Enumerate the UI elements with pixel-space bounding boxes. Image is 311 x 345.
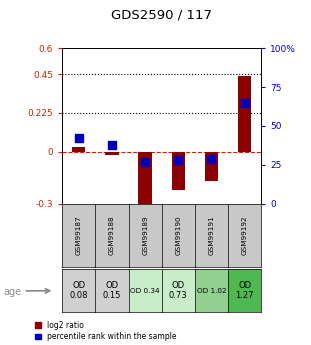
Text: GSM99187: GSM99187 bbox=[76, 216, 82, 255]
Text: GSM99189: GSM99189 bbox=[142, 216, 148, 255]
Text: OD
0.15: OD 0.15 bbox=[103, 281, 121, 300]
Point bbox=[76, 136, 81, 141]
Text: GSM99191: GSM99191 bbox=[208, 216, 215, 255]
Point bbox=[242, 100, 247, 106]
Point bbox=[209, 156, 214, 161]
Legend: log2 ratio, percentile rank within the sample: log2 ratio, percentile rank within the s… bbox=[35, 321, 177, 341]
Text: OD 0.34: OD 0.34 bbox=[130, 288, 160, 294]
Text: GSM99188: GSM99188 bbox=[109, 216, 115, 255]
Text: GDS2590 / 117: GDS2590 / 117 bbox=[111, 9, 212, 22]
Bar bbox=[205, 152, 218, 181]
Text: OD
0.73: OD 0.73 bbox=[169, 281, 188, 300]
Bar bbox=[105, 152, 118, 155]
Point bbox=[143, 159, 148, 165]
Text: age: age bbox=[3, 287, 21, 296]
Point bbox=[176, 157, 181, 163]
Point bbox=[109, 142, 114, 147]
Bar bbox=[172, 152, 185, 190]
Text: OD 1.02: OD 1.02 bbox=[197, 288, 226, 294]
Text: OD
1.27: OD 1.27 bbox=[235, 281, 254, 300]
Bar bbox=[238, 76, 251, 152]
Bar bbox=[138, 152, 152, 207]
Bar bbox=[72, 147, 86, 152]
Text: GSM99190: GSM99190 bbox=[175, 216, 181, 255]
Text: OD
0.08: OD 0.08 bbox=[70, 281, 88, 300]
Text: GSM99192: GSM99192 bbox=[242, 216, 248, 255]
